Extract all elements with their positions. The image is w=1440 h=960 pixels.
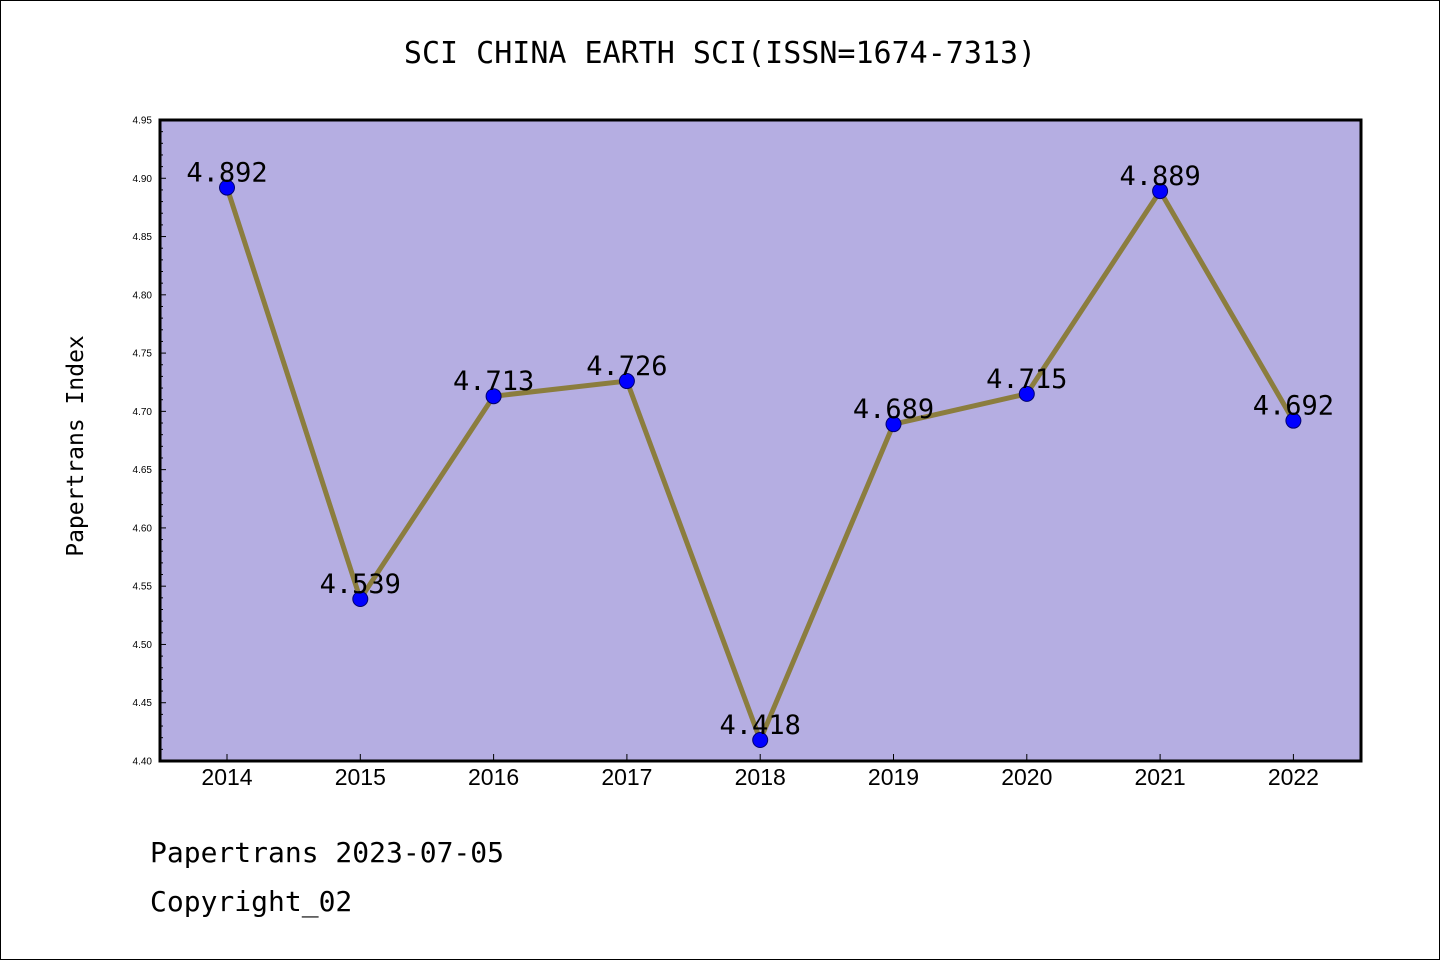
x-tick-label: 2021 bbox=[1135, 764, 1186, 790]
x-tick-label: 2020 bbox=[1001, 764, 1052, 790]
y-tick-label: 4.75 bbox=[133, 349, 153, 360]
footer-copyright: Copyright_02 bbox=[150, 885, 353, 918]
data-point bbox=[752, 732, 769, 749]
plot-border bbox=[158, 118, 1363, 763]
data-label: 4.715 bbox=[986, 364, 1067, 395]
y-tick-label: 4.60 bbox=[133, 523, 153, 534]
y-tick-label: 4.65 bbox=[133, 465, 153, 476]
data-label: 4.418 bbox=[720, 710, 801, 741]
data-point bbox=[1152, 183, 1169, 200]
data-point bbox=[885, 416, 902, 433]
data-label: 4.692 bbox=[1253, 391, 1334, 422]
y-tick-label: 4.55 bbox=[133, 582, 153, 593]
data-label: 4.689 bbox=[853, 394, 934, 425]
x-tick-label: 2015 bbox=[335, 764, 386, 790]
y-tick-label: 4.95 bbox=[133, 116, 153, 127]
data-point bbox=[1285, 412, 1302, 429]
x-tick-label: 2014 bbox=[201, 764, 252, 790]
data-label: 4.713 bbox=[453, 366, 534, 397]
data-label: 4.889 bbox=[1119, 161, 1200, 192]
y-tick-label: 4.90 bbox=[133, 174, 153, 185]
plot-area bbox=[160, 120, 1361, 761]
data-point bbox=[219, 179, 235, 196]
y-tick-label: 4.45 bbox=[133, 698, 153, 709]
x-tick-label: 2018 bbox=[735, 764, 786, 790]
y-tick-label: 4.70 bbox=[133, 407, 153, 418]
y-tick-label: 4.50 bbox=[133, 640, 153, 651]
y-tick-label: 4.40 bbox=[133, 757, 153, 768]
data-point bbox=[618, 373, 635, 390]
x-tick-label: 2022 bbox=[1268, 764, 1319, 790]
data-label: 4.726 bbox=[586, 351, 667, 382]
data-label: 4.539 bbox=[320, 569, 401, 600]
y-tick-label: 4.85 bbox=[133, 232, 153, 243]
x-tick-label: 2019 bbox=[868, 764, 919, 790]
data-point bbox=[1018, 385, 1035, 402]
y-tick-label: 4.80 bbox=[133, 290, 153, 301]
data-point bbox=[352, 591, 369, 608]
x-tick-label: 2016 bbox=[468, 764, 519, 790]
chart-title: SCI CHINA EARTH SCI(ISSN=1674-7313) bbox=[403, 36, 1037, 71]
data-point bbox=[485, 388, 502, 405]
data-label: 4.892 bbox=[186, 158, 267, 189]
footer-date: Papertrans 2023-07-05 bbox=[150, 836, 505, 869]
x-tick-label: 2017 bbox=[601, 764, 652, 790]
